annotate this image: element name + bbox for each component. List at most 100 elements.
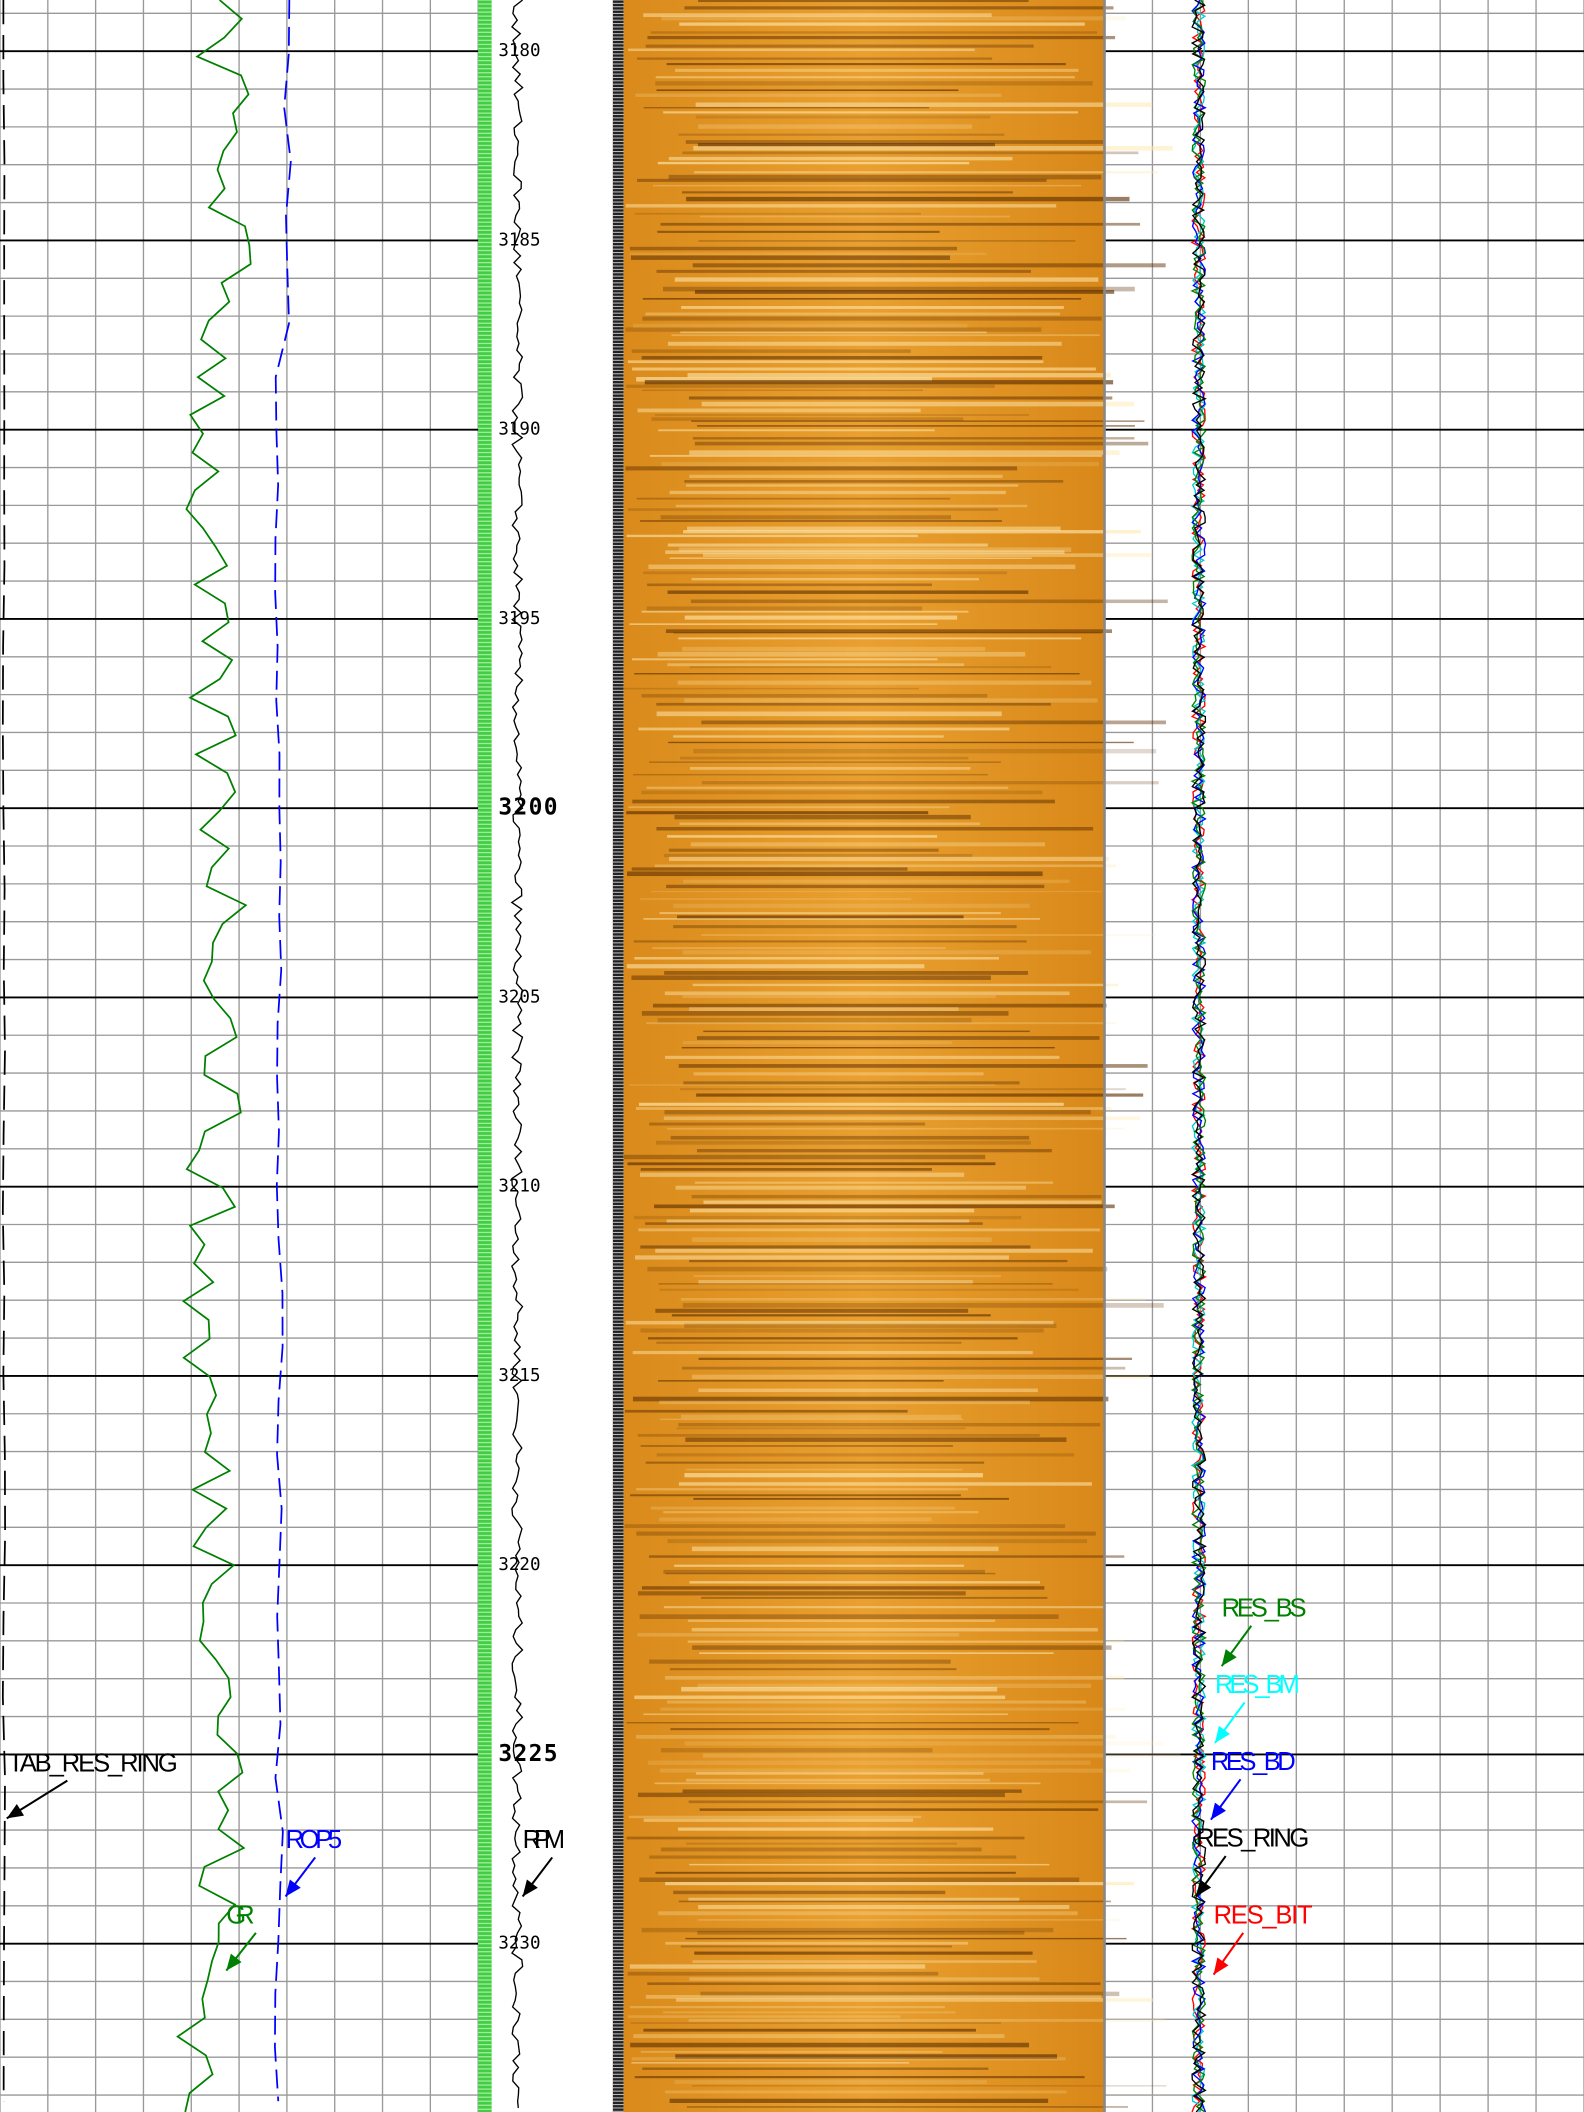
- image-stripe: [625, 1524, 1065, 1528]
- image-stripe: [683, 950, 1091, 954]
- image-stripe: [650, 455, 1102, 457]
- image-stripe: [700, 216, 1010, 218]
- image-stripe: [625, 1410, 908, 1413]
- image-stripe: [661, 515, 951, 519]
- image-stripe: [682, 152, 1138, 155]
- image-stripe: [673, 904, 1029, 908]
- label-arrowhead: [1214, 1958, 1229, 1975]
- depth-label: 3180: [498, 41, 540, 61]
- image-stripe: [634, 673, 1080, 674]
- image-stripe: [646, 45, 1034, 48]
- image-stripe: [694, 1275, 1001, 1277]
- image-stripe: [691, 600, 1168, 604]
- image-stripe: [632, 367, 1096, 370]
- image-stripe: [665, 991, 1070, 995]
- image-stripe: [688, 1641, 1124, 1643]
- image-stripe: [675, 69, 1079, 72]
- image-stripe: [673, 632, 1101, 634]
- depth-label: 3215: [498, 1366, 540, 1386]
- image-stripe: [704, 1201, 1102, 1204]
- image-stripe: [641, 1445, 953, 1447]
- image-stripe: [628, 508, 998, 511]
- image-stripe: [656, 703, 1051, 706]
- image-stripe: [677, 915, 963, 918]
- label-arrowhead: [1222, 1649, 1237, 1666]
- image-stripe: [647, 1267, 1107, 1272]
- label-arrowhead: [286, 1880, 301, 1897]
- depth-label: 3205: [498, 987, 540, 1007]
- image-stripe: [661, 462, 1099, 466]
- image-stripe: [683, 1081, 1019, 1084]
- image-stripe: [643, 298, 1081, 300]
- image-stripe: [627, 1837, 1025, 1840]
- image-stripe: [658, 652, 1026, 657]
- image-stripe: [658, 1018, 972, 1023]
- image-stripe: [635, 94, 1001, 97]
- curve-label: GR: [226, 1901, 254, 1929]
- depth-label: 3195: [498, 609, 540, 629]
- curve-label: RES_BS: [1222, 1594, 1307, 1622]
- image-stripe: [667, 835, 937, 838]
- image-stripe: [658, 429, 934, 431]
- image-stripe: [669, 857, 1109, 861]
- image-stripe: [689, 1864, 1049, 1865]
- image-stripe: [679, 1901, 1111, 1903]
- image-stripe: [658, 162, 969, 164]
- image-stripe: [663, 2011, 955, 2013]
- image-stripe: [626, 811, 928, 814]
- image-stripe: [699, 1652, 1053, 1654]
- image-stripe: [673, 1891, 945, 1894]
- image-stripe: [686, 1779, 990, 1782]
- rop5-curve: [275, 0, 291, 2101]
- image-stripe: [655, 81, 1092, 85]
- depth-label: 3210: [498, 1177, 540, 1197]
- image-stripe: [656, 1141, 1031, 1145]
- image-stripe: [625, 327, 1041, 331]
- image-stripe: [669, 849, 939, 852]
- image-stripe: [633, 774, 988, 775]
- image-stripe: [671, 334, 1099, 336]
- image-stripe: [683, 880, 1069, 883]
- image-stripe: [674, 2080, 987, 2084]
- image-stripe: [631, 975, 990, 980]
- image-stripe: [648, 1337, 1018, 1339]
- image-stripe: [638, 728, 1009, 731]
- label-arrowhead: [1211, 1803, 1226, 1820]
- image-stripe: [685, 1437, 1066, 1441]
- image-stripe: [679, 1064, 1148, 1068]
- label-arrowhead: [523, 1880, 538, 1897]
- image-stripe: [656, 827, 1093, 831]
- image-stripe: [632, 349, 911, 352]
- image-stripe: [686, 1843, 957, 1845]
- image-stripe: [701, 1597, 1047, 1599]
- image-stripe: [647, 583, 932, 586]
- image-stripe: [685, 1938, 1126, 1939]
- image-stripe: [649, 1555, 1124, 1557]
- image-stripe: [624, 688, 919, 690]
- image-stripe: [659, 912, 1000, 914]
- image-stripe: [628, 2015, 901, 2018]
- image-stripe: [668, 742, 1134, 743]
- image-stripe: [649, 1856, 1016, 1859]
- image-stripe: [663, 1511, 978, 1513]
- image-stripe: [643, 2029, 976, 2032]
- image-stripe: [639, 1878, 1079, 1882]
- image-stripe: [689, 475, 1002, 478]
- image-stripe: [700, 1808, 1099, 1811]
- image-stripe: [637, 1633, 959, 1637]
- curve-label: RES_BD: [1211, 1748, 1296, 1776]
- image-stripe: [688, 1898, 1019, 1901]
- image-stripe: [688, 373, 1111, 377]
- image-stripe: [637, 498, 951, 500]
- image-stripe: [627, 1162, 995, 1165]
- image-stripe: [687, 2106, 1128, 2108]
- image-stripe: [680, 331, 986, 333]
- image-stripe: [668, 543, 988, 546]
- image-stripe: [624, 1155, 985, 1159]
- image-stripe: [671, 1136, 1029, 1140]
- image-stripe: [681, 1415, 961, 1419]
- image-stripe: [642, 694, 988, 698]
- image-stripe: [637, 179, 1047, 182]
- image-stripe: [664, 1116, 1140, 1120]
- image-stripe: [678, 1423, 1100, 1426]
